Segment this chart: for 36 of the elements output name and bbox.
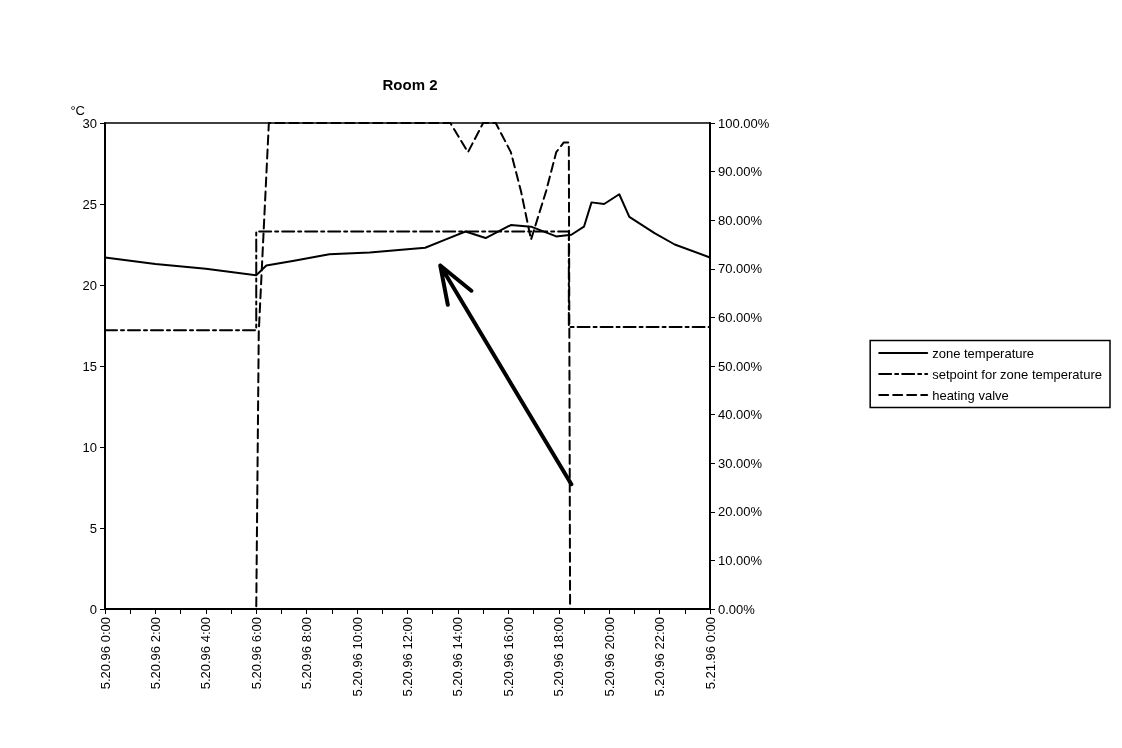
x-tick-label: 5.20.96 8:00 xyxy=(299,617,315,690)
y-tick-label: 30 xyxy=(82,115,97,131)
x-tick-label: 5.21.96 0:00 xyxy=(702,617,718,690)
x-tick-label: 5.20.96 0:00 xyxy=(97,617,113,690)
y2-tick-label: 60.00% xyxy=(718,309,763,325)
y-tick-label: 15 xyxy=(82,358,97,374)
x-tick-label: 5.20.96 18:00 xyxy=(551,617,567,697)
y2-tick-label: 10.00% xyxy=(718,552,763,568)
y-tick-label: 5 xyxy=(89,520,97,536)
y2-tick-label: 50.00% xyxy=(718,358,763,374)
x-tick-label: 5.20.96 4:00 xyxy=(198,617,214,690)
y-tick-label: 20 xyxy=(82,277,97,293)
y-tick-label: 10 xyxy=(82,439,97,455)
x-tick-label: 5.20.96 2:00 xyxy=(147,617,163,690)
x-tick-label: 5.20.96 14:00 xyxy=(450,617,466,697)
x-tick-label: 5.20.96 6:00 xyxy=(248,617,264,690)
legend-label: heating valve xyxy=(932,387,1009,403)
x-tick-label: 5.20.96 12:00 xyxy=(400,617,415,697)
x-tick-label: 5.20.96 20:00 xyxy=(601,617,617,697)
x-tick-label: 5.20.96 10:00 xyxy=(349,617,365,697)
y2-tick-label: 0.00% xyxy=(718,601,756,617)
y2-tick-label: 90.00% xyxy=(718,164,763,180)
y2-tick-label: 30.00% xyxy=(718,455,763,471)
y2-tick-label: 70.00% xyxy=(718,261,763,277)
y2-tick-label: 20.00% xyxy=(718,504,763,520)
legend-label: zone temperature xyxy=(932,345,1035,361)
y-tick-label: 25 xyxy=(82,196,97,212)
y-axis-title: °C xyxy=(70,102,85,118)
legend-label: setpoint for zone temperature xyxy=(932,366,1103,382)
y2-tick-label: 100.00% xyxy=(718,115,770,131)
y-tick-label: 0 xyxy=(89,601,97,617)
x-tick-label: 5.20.96 16:00 xyxy=(500,617,516,697)
y2-tick-label: 80.00% xyxy=(718,212,763,228)
chart-title: Room 2 xyxy=(382,76,438,93)
x-tick-label: 5.20.96 22:00 xyxy=(652,617,668,697)
y2-tick-label: 40.00% xyxy=(718,407,763,423)
